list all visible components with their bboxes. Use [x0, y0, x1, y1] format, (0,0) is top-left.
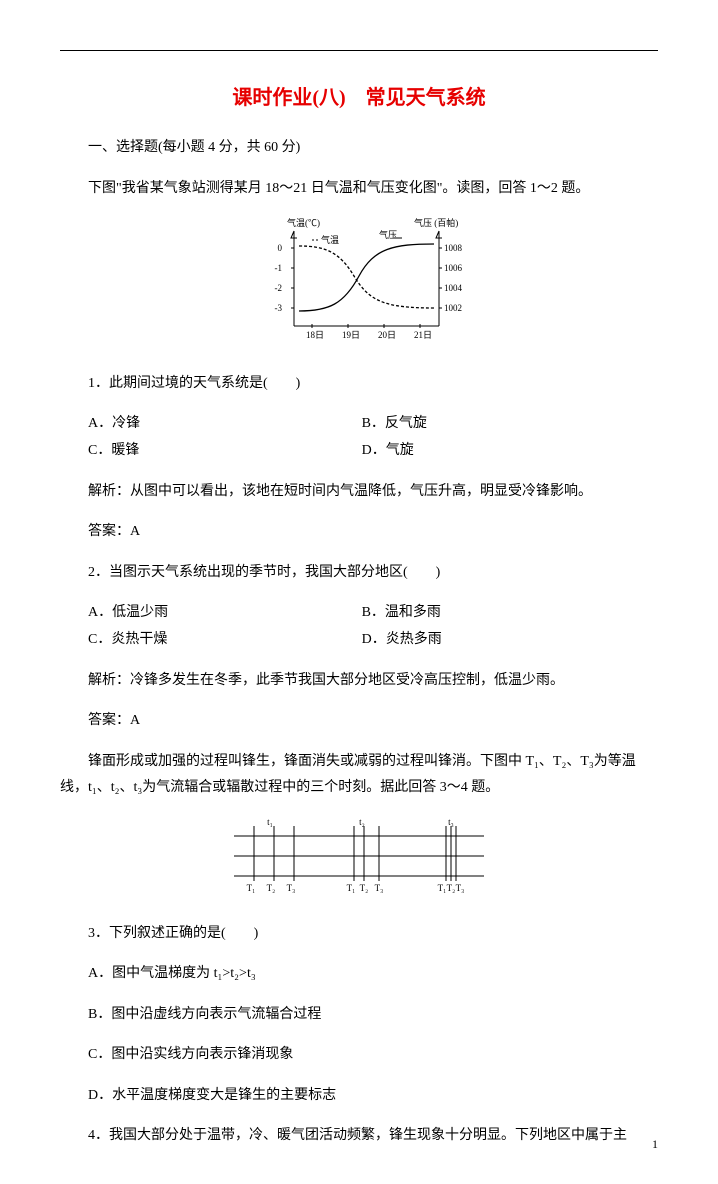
temp-curve	[299, 246, 434, 308]
svg-text:21日: 21日	[414, 330, 432, 340]
q3-opt-b: B．图中沿虚线方向表示气流辐合过程	[60, 1002, 658, 1029]
doc-title: 课时作业(八) 常见天气系统	[60, 79, 658, 117]
svg-text:T₁: T₁	[247, 883, 256, 893]
q3-opt-d: D．水平温度梯度变大是锋生的主要标志	[60, 1083, 658, 1110]
q2-opt-a: A．低温少雨	[88, 600, 362, 627]
svg-text:t₃: t₃	[448, 817, 454, 827]
svg-text:-1: -1	[275, 263, 283, 273]
q1-opt-c: C．暖锋	[88, 438, 362, 465]
svg-text:t₁: t₁	[267, 817, 273, 827]
svg-text:1004: 1004	[444, 283, 463, 293]
svg-text:-3: -3	[275, 303, 283, 313]
ylabel-left: 气温(℃)	[287, 217, 320, 228]
q1-answer: 答案：A	[60, 519, 658, 546]
svg-text:T₁: T₁	[438, 883, 447, 893]
chart-figure-1: 气温(℃) 气压 (百帕) 0 -1 -2 -3 1008 1006 1004 …	[60, 216, 658, 357]
q2-opt-b: B．温和多雨	[362, 600, 636, 627]
q1-opt-a: A．冷锋	[88, 411, 362, 438]
svg-text:气温: 气温	[321, 234, 339, 245]
svg-text:T₃: T₃	[456, 883, 465, 893]
chart-figure-2: t₁ T₁ T₂ T₃ t₂ T₁ T₂ T₃ t₃ T₁ T₂ T₃	[60, 816, 658, 907]
q2-stem: 2．当图示天气系统出现的季节时，我国大部分地区( )	[60, 560, 658, 587]
intro-1: 下图"我省某气象站测得某月 18～21 日气温和气压变化图"。读图，回答 1～2…	[60, 176, 658, 203]
svg-text:19日: 19日	[342, 330, 360, 340]
svg-text:18日: 18日	[306, 330, 324, 340]
q3-stem: 3．下列叙述正确的是( )	[60, 921, 658, 948]
svg-text:T₂: T₂	[267, 883, 276, 893]
q1-opt-d: D．气旋	[362, 438, 636, 465]
svg-text:1006: 1006	[444, 263, 463, 273]
svg-text:-2: -2	[275, 283, 283, 293]
svg-text:1002: 1002	[444, 303, 462, 313]
ylabel-right: 气压 (百帕)	[414, 217, 458, 228]
section-heading: 一、选择题(每小题 4 分，共 60 分)	[60, 135, 658, 162]
q2-opt-c: C．炎热干燥	[88, 627, 362, 654]
intro-2: 锋面形成或加强的过程叫锋生，锋面消失或减弱的过程叫锋消。下图中 T₁、T₂、T₃…	[60, 749, 658, 802]
q1-opt-b: B．反气旋	[362, 411, 636, 438]
q2-answer: 答案：A	[60, 708, 658, 735]
q3-opt-c: C．图中沿实线方向表示锋消现象	[60, 1042, 658, 1069]
svg-text:T₁: T₁	[347, 883, 356, 893]
svg-text:t₂: t₂	[359, 817, 365, 827]
q4-stem: 4．我国大部分处于温带，冷、暖气团活动频繁，锋生现象十分明显。下列地区中属于主	[60, 1123, 658, 1150]
pressure-curve	[299, 244, 434, 311]
svg-text:1008: 1008	[444, 243, 463, 253]
q2-explain: 解析：冷锋多发生在冬季，此季节我国大部分地区受冷高压控制，低温少雨。	[60, 668, 658, 695]
q2-opt-d: D．炎热多雨	[362, 627, 636, 654]
q3-opt-a: A．图中气温梯度为 t₁>t₂>t₃	[60, 961, 658, 988]
svg-text:T₃: T₃	[287, 883, 296, 893]
svg-text:T₃: T₃	[375, 883, 384, 893]
svg-text:0: 0	[278, 243, 283, 253]
q1-explain: 解析：从图中可以看出，该地在短时间内气温降低，气压升高，明显受冷锋影响。	[60, 479, 658, 506]
top-rule	[60, 50, 658, 51]
svg-text:T₂: T₂	[447, 883, 456, 893]
svg-text:T₂: T₂	[360, 883, 369, 893]
page-number: 1	[652, 1133, 658, 1156]
svg-text:20日: 20日	[378, 330, 396, 340]
q1-stem: 1．此期间过境的天气系统是( )	[60, 371, 658, 398]
